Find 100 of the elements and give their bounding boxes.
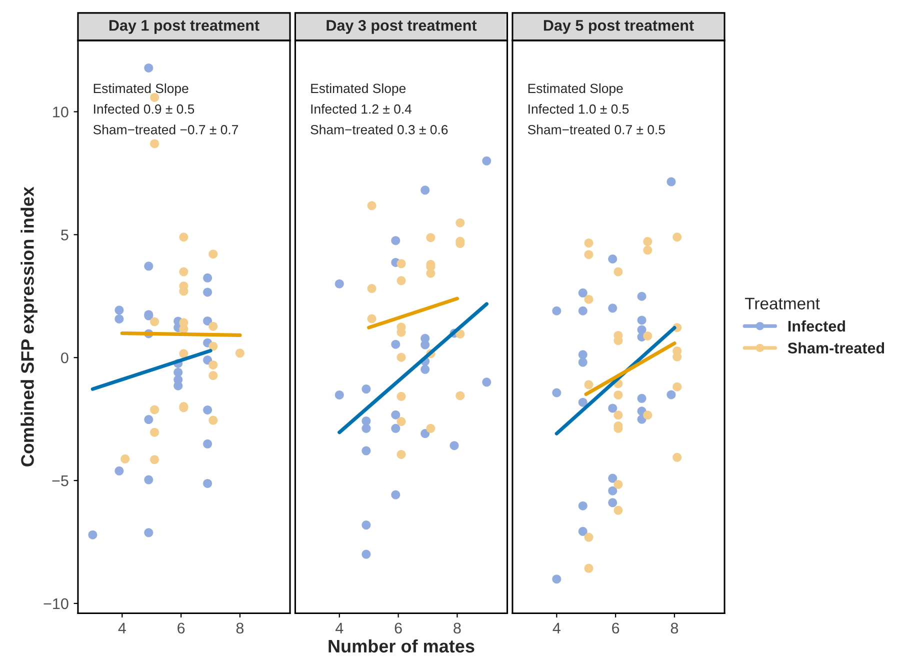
point	[614, 390, 623, 400]
point	[144, 475, 154, 484]
point	[203, 356, 212, 365]
point	[179, 267, 188, 276]
point	[482, 378, 492, 387]
point	[643, 410, 652, 420]
point	[150, 405, 160, 414]
point	[637, 292, 646, 301]
point	[637, 394, 646, 403]
point	[643, 331, 652, 340]
point	[666, 177, 676, 186]
point	[396, 392, 406, 401]
chart-title: Day 3 post treatment	[326, 20, 477, 34]
point	[208, 371, 218, 380]
point	[396, 417, 406, 426]
point	[578, 501, 588, 510]
chart-title: Day 5 post treatment	[544, 20, 694, 34]
annotation: Sham−treated 0.7 ± 0.5	[528, 124, 665, 134]
chart-title: Day 1 post treatment	[109, 20, 260, 34]
point	[391, 340, 400, 349]
point	[203, 439, 212, 448]
point	[608, 254, 618, 264]
point	[367, 284, 376, 294]
point	[552, 388, 562, 398]
point	[456, 391, 465, 400]
point	[150, 428, 160, 437]
point	[420, 364, 430, 374]
point	[608, 498, 618, 508]
point	[584, 250, 594, 260]
point	[584, 532, 594, 542]
point	[203, 478, 212, 488]
point	[578, 350, 588, 360]
point	[637, 316, 646, 325]
point	[150, 455, 160, 464]
point	[367, 314, 376, 324]
annotation: Infected 1.2 ± 0.4	[311, 104, 412, 114]
point	[391, 236, 400, 246]
point	[608, 474, 618, 483]
point	[578, 306, 588, 316]
point	[150, 317, 160, 326]
point	[396, 352, 406, 362]
point	[208, 360, 218, 370]
x-tick-label: 6	[178, 622, 185, 634]
point	[120, 454, 130, 464]
point	[367, 201, 376, 210]
point	[203, 288, 212, 297]
point	[391, 490, 400, 500]
point	[396, 276, 406, 286]
point	[643, 246, 652, 255]
y-tick-label: −10	[44, 598, 68, 610]
point	[608, 404, 618, 413]
point	[362, 416, 371, 426]
point	[396, 450, 406, 459]
x-tick-label: 8	[670, 622, 678, 634]
point	[420, 429, 430, 438]
y-tick-label: 10	[53, 106, 68, 118]
point	[334, 279, 344, 288]
point	[362, 384, 371, 394]
point	[614, 410, 623, 420]
x-tick-label: 8	[236, 622, 244, 634]
point	[114, 314, 124, 324]
point	[150, 139, 160, 148]
point	[391, 410, 400, 420]
annotation: Sham−treated −0.7 ± 0.7	[93, 124, 238, 134]
point	[208, 322, 218, 331]
point	[450, 441, 459, 450]
point	[584, 294, 594, 304]
point	[426, 424, 436, 433]
point	[584, 564, 594, 573]
y-tick-label: 5	[61, 230, 68, 240]
annotation: Sham−treated 0.3 ± 0.6	[310, 124, 448, 134]
point	[396, 259, 406, 268]
point	[614, 506, 623, 515]
point	[203, 316, 212, 326]
point	[672, 232, 682, 242]
point	[208, 416, 218, 425]
point	[643, 237, 652, 246]
point	[614, 480, 623, 489]
point	[88, 530, 98, 540]
point	[203, 273, 212, 282]
y-tick-label: −5	[52, 476, 68, 486]
annotation: Infected 1.0 ± 0.5	[528, 104, 629, 114]
point	[174, 368, 183, 377]
point	[334, 390, 344, 400]
point	[578, 358, 588, 367]
x-axis-title: Number of mates	[328, 639, 474, 653]
point	[672, 382, 682, 392]
point	[362, 550, 371, 559]
legend-title: Treatment	[745, 298, 820, 310]
point	[179, 349, 188, 358]
x-tick-label: 8	[454, 622, 461, 634]
x-tick-label: 6	[612, 622, 620, 634]
point	[456, 218, 465, 228]
point	[456, 329, 465, 338]
point	[584, 238, 594, 248]
point	[608, 486, 618, 496]
point	[362, 424, 371, 433]
legend-label: Sham-treated	[788, 342, 884, 354]
point	[144, 528, 154, 538]
point	[672, 452, 682, 462]
